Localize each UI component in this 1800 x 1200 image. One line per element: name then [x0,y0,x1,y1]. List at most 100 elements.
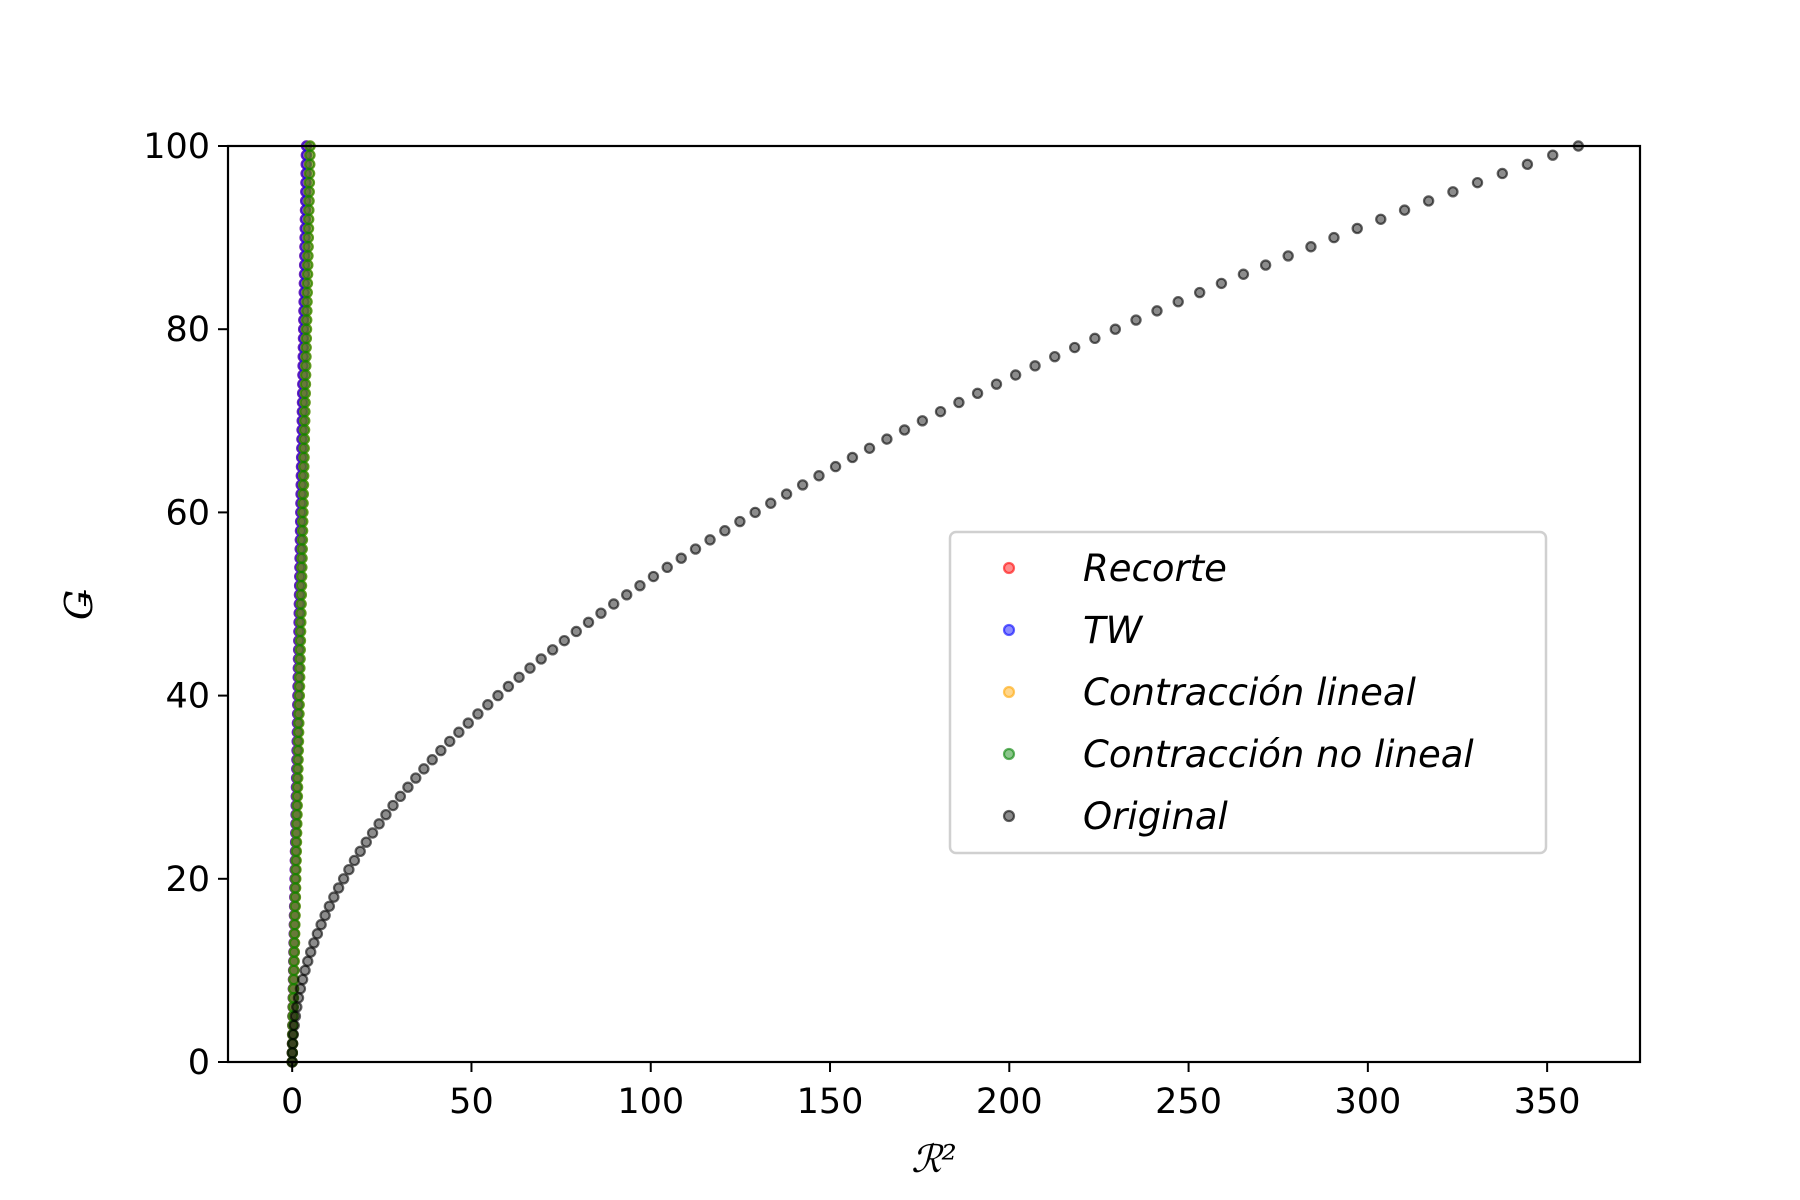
data-point [287,1028,300,1041]
data-point [293,699,305,711]
data-point [290,863,302,876]
data-point [292,735,305,748]
data-point [1398,204,1411,216]
data-point [513,671,525,683]
data-point [290,873,302,885]
data-point [863,442,876,454]
data-point [1422,195,1435,207]
data-point [765,497,777,509]
data-point [689,543,702,555]
data-point [302,222,315,235]
data-point [704,534,716,546]
data-point [296,534,309,546]
data-point [934,405,947,418]
data-point [492,689,504,702]
data-point [291,818,303,830]
data-point [288,964,300,977]
data-point [301,314,313,326]
data-point [402,781,414,793]
data-point [297,470,310,482]
data-point [300,323,313,335]
data-point [299,415,311,427]
data-point [348,854,361,867]
data-point [289,900,301,912]
data-point [971,387,984,400]
data-point [291,790,304,803]
x-tick-label: 200 [976,1082,1043,1122]
data-point [299,964,311,977]
data-point [319,909,331,922]
data-point [295,607,307,619]
legend-entry: TW [1083,609,1144,652]
data-point [302,259,314,271]
x-tick-label: 250 [1155,1082,1222,1122]
data-point [290,827,303,839]
data-point [360,836,372,848]
y-tick-label: 0 [188,1043,210,1083]
data-point [1172,296,1184,308]
data-point [291,781,304,793]
data-point [291,799,303,812]
series-4 [286,140,1585,1068]
data-point [1496,167,1509,180]
data-point [299,405,311,418]
data-point [502,680,515,693]
data-point [387,799,399,812]
data-point [294,634,307,647]
x-tick-label: 300 [1334,1082,1401,1122]
data-point [1215,277,1228,290]
data-point [1521,158,1534,171]
data-point [328,891,340,903]
data-point [294,671,306,683]
data-point [290,845,303,858]
x-tick-label: 50 [449,1082,494,1122]
data-point [293,717,305,729]
data-point [289,1010,302,1022]
data-point [582,616,595,629]
data-point [293,708,305,720]
data-point [292,754,304,766]
data-point [1009,369,1022,381]
data-point [296,552,308,564]
data-point [300,341,312,354]
data-point [301,305,313,317]
data-point [286,1037,299,1050]
data-point [1375,213,1387,225]
data-point [315,918,327,931]
data-point [1089,332,1101,345]
data-point [296,525,309,537]
x-tick-label: 100 [617,1082,684,1122]
data-point [1109,323,1122,335]
legend-marker [1002,623,1016,637]
data-point [292,772,304,784]
data-point [1068,341,1081,354]
data-point [595,607,607,619]
data-point [299,369,312,381]
data-point [290,836,303,848]
data-point [570,625,582,638]
legend-entry: Recorte [1083,547,1227,590]
series-layer [286,140,1585,1068]
data-point [295,598,307,610]
data-point [373,818,385,830]
data-point [1547,149,1559,161]
data-point [621,589,633,601]
data-point [535,653,547,665]
data-point [300,332,313,345]
data-point [472,708,484,720]
data-point [298,460,310,473]
data-point [881,433,893,445]
data-point [354,845,366,858]
data-point [1328,231,1340,244]
data-point [294,653,306,665]
data-point [295,616,307,629]
data-point [297,479,310,491]
data-point [1193,286,1206,299]
data-point [305,946,317,958]
y-tick-label: 20 [165,860,210,900]
data-point [295,589,308,601]
data-point [953,396,965,409]
data-point [898,424,911,436]
data-point [1049,350,1061,363]
legend-marker [1002,747,1016,761]
